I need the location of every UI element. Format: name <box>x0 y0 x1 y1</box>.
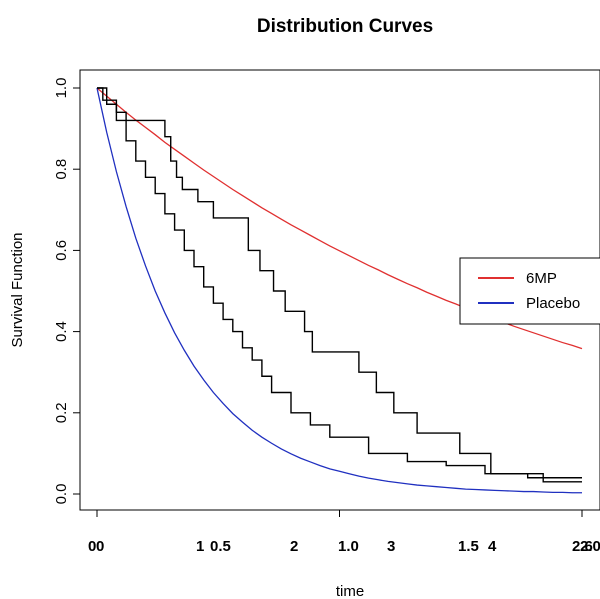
y-tick-label: 0.8 <box>53 159 70 180</box>
x-tick-label: 4 <box>488 538 497 555</box>
x-tick-label: 3 <box>387 538 395 555</box>
step-curve-3 <box>97 87 582 483</box>
x-tick-label: 2.6 <box>572 538 593 555</box>
y-tick-label: 1.0 <box>53 78 70 99</box>
x-tick-label: 0 <box>88 538 96 555</box>
placebo-fitted-curve <box>96 87 582 494</box>
legend: 6MP Placebo <box>459 257 600 325</box>
legend-box <box>459 257 600 325</box>
y-tick-label: 0.4 <box>53 321 70 342</box>
y-axis-label: Survival Function <box>9 232 26 347</box>
y-axis: 0.0 0.2 0.4 0.6 0.8 1.0 <box>53 78 80 505</box>
legend-label-placebo: Placebo <box>526 295 580 312</box>
x-tick-label: 2 <box>290 538 298 555</box>
y-tick-label: 0.2 <box>53 402 70 423</box>
y-tick-label: 0.6 <box>53 240 70 261</box>
chart-title: Distribution Curves <box>257 16 433 37</box>
x-tick-label: 0 <box>96 538 104 555</box>
x-tick-label: 2.0 <box>580 538 600 555</box>
step-curve-2 <box>97 87 582 479</box>
x-tick-label: 1.5 <box>458 538 479 555</box>
x-tick-label: 0.5 <box>210 538 231 555</box>
y-tick-label: 0.0 <box>53 484 70 505</box>
x-tick-label: 1 <box>196 538 204 555</box>
x-axis: 0 0 1 0.5 2 1.0 3 1.5 4 2.62.0 <box>88 510 600 555</box>
x-axis-label: time <box>336 583 364 599</box>
x-tick-label: 1.0 <box>338 538 359 555</box>
legend-label-6mp: 6MP <box>526 270 557 287</box>
